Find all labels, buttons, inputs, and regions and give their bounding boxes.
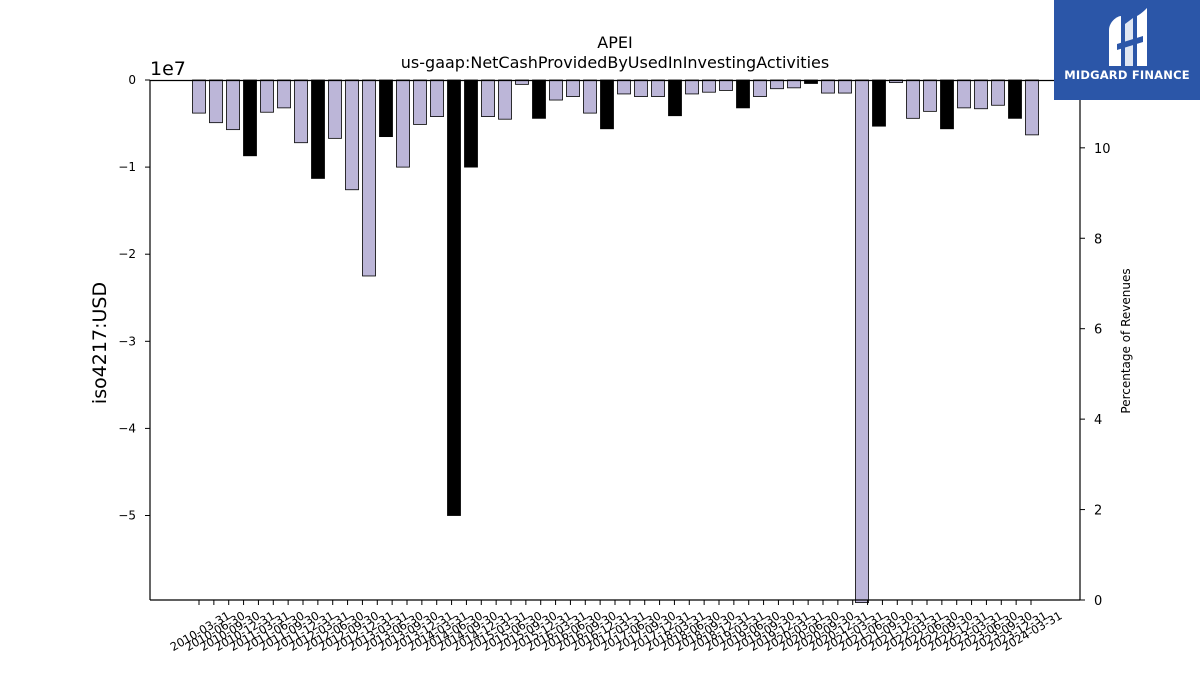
- bar: [668, 79, 682, 117]
- y2-tick-label: 2: [1094, 504, 1102, 519]
- bar: [566, 79, 580, 97]
- bar: [209, 79, 223, 124]
- bar: [855, 79, 869, 604]
- bar: [838, 79, 852, 94]
- bar: [617, 79, 631, 95]
- bar: [736, 79, 750, 109]
- bar: [243, 79, 257, 157]
- bar: [498, 79, 512, 120]
- bar-series: [192, 79, 1039, 604]
- bar: [379, 79, 393, 138]
- bar: [957, 79, 971, 109]
- bar: [1008, 79, 1022, 119]
- bar: [821, 79, 835, 94]
- bar: [260, 79, 274, 113]
- bar: [1025, 79, 1039, 136]
- bar: [651, 79, 665, 97]
- y2-tick-label: 8: [1094, 232, 1102, 247]
- y-tick-label: 0: [128, 73, 136, 87]
- y2-tick-label: 0: [1094, 594, 1102, 609]
- bar: [430, 79, 444, 117]
- bar: [192, 79, 206, 114]
- plot-axes: [149, 79, 1081, 601]
- y-tick-label: −3: [118, 334, 136, 348]
- bar: [447, 79, 461, 516]
- y2-tick-label: 4: [1094, 413, 1102, 428]
- y-axis-ticks: 0 −1 −2 −3 −4 −5: [118, 73, 150, 523]
- bar: [634, 79, 648, 97]
- brand-name: MIDGARD FINANCE: [1064, 68, 1190, 82]
- y2-tick-label: 6: [1094, 323, 1102, 338]
- midgard-logo-icon: [1109, 8, 1147, 66]
- bar: [345, 79, 359, 191]
- bar: [753, 79, 767, 97]
- bar: [413, 79, 427, 125]
- secondary-y-axis-label: Percentage of Revenues: [1119, 268, 1133, 413]
- y-tick-label: −1: [118, 160, 136, 174]
- bar: [294, 79, 308, 144]
- bar: [787, 79, 801, 89]
- bar: [702, 79, 716, 93]
- y-tick-label: −2: [118, 247, 136, 261]
- bar: [226, 79, 240, 131]
- y2-tick-label: 10: [1094, 142, 1111, 157]
- bar: [277, 79, 291, 109]
- bar: [770, 79, 784, 90]
- bar: [532, 79, 546, 119]
- bar: [872, 79, 886, 127]
- secondary-y-axis-ticks: 0 2 4 6 8 10: [1080, 142, 1111, 609]
- bar: [991, 79, 1005, 106]
- bar: [583, 79, 597, 114]
- y-tick-label: −4: [118, 421, 136, 435]
- bar: [362, 79, 376, 277]
- chart-title: APEI: [597, 33, 632, 52]
- y-tick-label: −5: [118, 509, 136, 523]
- bar: [396, 79, 410, 168]
- brand-logo: MIDGARD FINANCE: [1054, 0, 1200, 100]
- bar: [923, 79, 937, 112]
- bar: [481, 79, 495, 117]
- bar: [549, 79, 563, 101]
- bar: [974, 79, 988, 110]
- bar: [328, 79, 342, 139]
- bar: [311, 79, 325, 179]
- y-axis-label: iso4217:USD: [89, 282, 111, 404]
- y-axis-offset-label: 1e7: [150, 58, 186, 80]
- bar: [600, 79, 614, 130]
- bar: [685, 79, 699, 95]
- bar: [719, 79, 733, 91]
- bar: [464, 79, 478, 168]
- x-axis-ticks: 2010-03-312010-06-302010-09-302010-12-31…: [168, 600, 1065, 654]
- bar: [940, 79, 954, 130]
- chart-subtitle: us-gaap:NetCashProvidedByUsedInInvesting…: [401, 53, 829, 72]
- bar: [906, 79, 920, 119]
